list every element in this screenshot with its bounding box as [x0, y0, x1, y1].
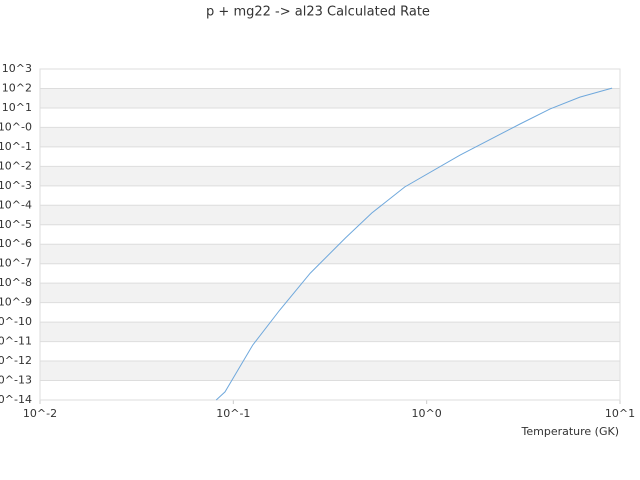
y-tick-label: 10^-11 [0, 335, 32, 348]
grid-band [40, 322, 620, 342]
y-tick-label: 10^-3 [0, 179, 32, 192]
grid-band [40, 127, 620, 147]
y-tick-label: 10^-13 [0, 374, 32, 387]
grid-band [40, 88, 620, 108]
y-tick-label: 10^-7 [0, 257, 32, 270]
y-tick-label: 10^-8 [0, 276, 32, 289]
chart-title: p + mg22 -> al23 Calculated Rate [206, 5, 430, 20]
y-tick-label: 10^-5 [0, 218, 32, 231]
y-tick-label: 10^2 [2, 81, 32, 94]
data-line [215, 87, 613, 401]
y-tick-label: 10^-4 [0, 198, 32, 211]
grid-band [40, 283, 620, 303]
grid-band [40, 166, 620, 186]
plot-border [39, 68, 621, 401]
y-tick-label: 10^3 [2, 62, 32, 75]
x-tick-label: 10^1 [605, 407, 635, 420]
y-tick-label: 10^-6 [0, 237, 32, 250]
y-tick-label: 10^-12 [0, 354, 32, 367]
y-tick-label: 10^-1 [0, 140, 32, 153]
x-tick-label: 10^0 [412, 407, 442, 420]
y-tick-label: 10^-2 [0, 159, 32, 172]
x-axis-label: Temperature (GK) [521, 425, 620, 438]
plot-background [40, 88, 620, 381]
x-tick-label: 10^-2 [23, 407, 57, 420]
y-tick-label: 10^1 [2, 101, 32, 114]
grid-band [40, 205, 620, 225]
y-tick-label: 10^-10 [0, 315, 32, 328]
y-tick-label: 10^-14 [0, 393, 32, 406]
grid-band [40, 361, 620, 381]
y-tick-label: 10^-0 [0, 120, 32, 133]
x-tick-label: 10^-1 [216, 407, 250, 420]
y-tick-label: 10^-9 [0, 296, 32, 309]
